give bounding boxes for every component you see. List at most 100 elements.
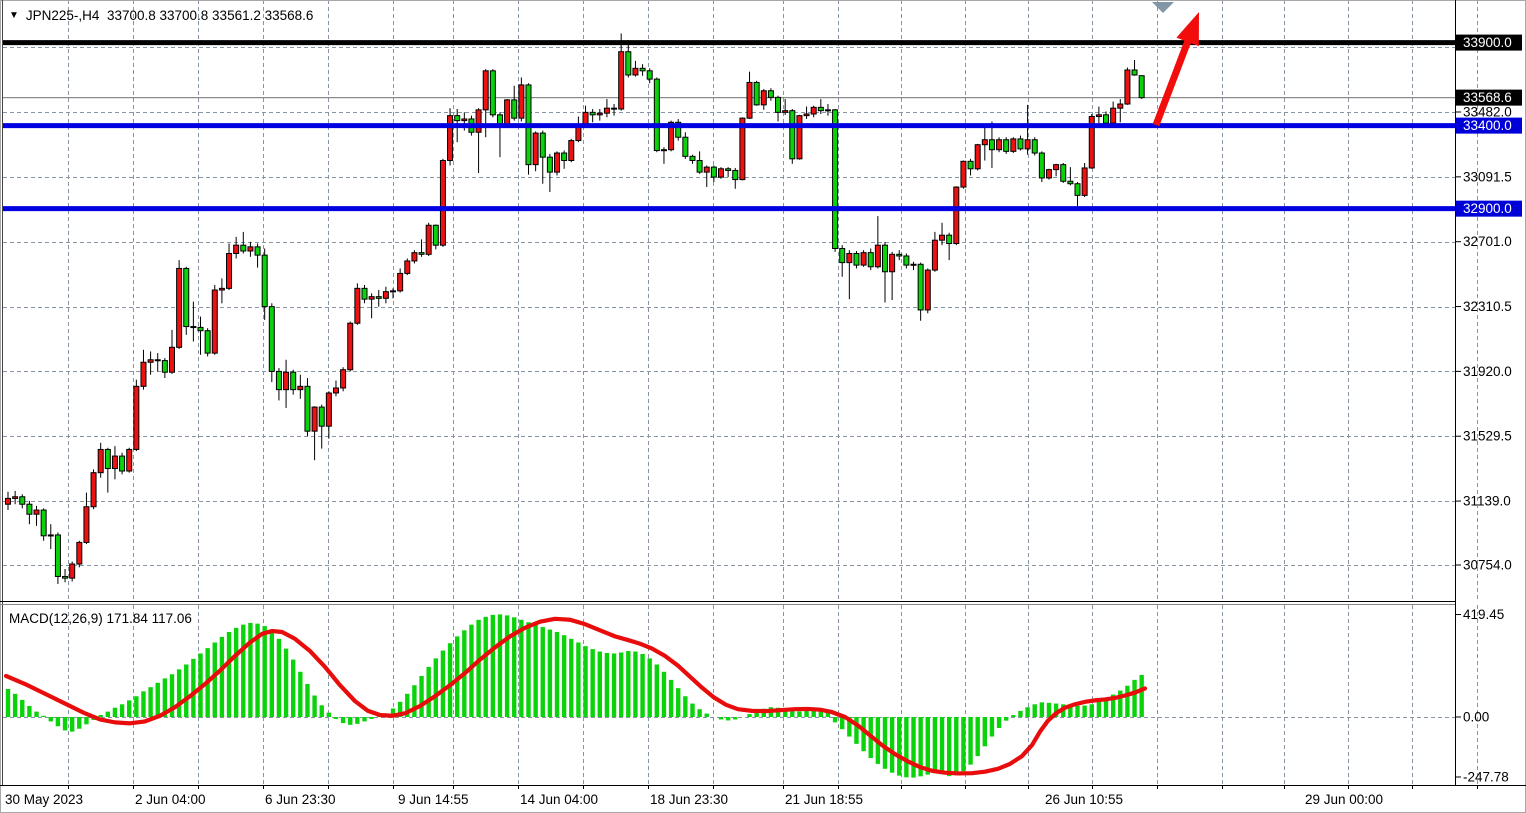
candle-bull bbox=[996, 139, 1003, 151]
candles-layer bbox=[5, 33, 1145, 584]
candle-bear bbox=[275, 370, 282, 391]
macd-bar bbox=[476, 619, 481, 717]
candle-bull bbox=[582, 111, 589, 126]
macd-signal-line bbox=[3, 616, 1148, 776]
macd-bar bbox=[526, 622, 531, 717]
macd-bar bbox=[618, 652, 624, 717]
macd-bar bbox=[98, 715, 103, 717]
chart-symbol-collapse-icon[interactable]: ▼ bbox=[9, 10, 19, 21]
trend-arrow-head[interactable] bbox=[1176, 12, 1199, 47]
macd-bar bbox=[369, 717, 374, 719]
candle-bull bbox=[397, 272, 404, 292]
price-label-box bbox=[1456, 34, 1522, 51]
macd-bar bbox=[889, 717, 895, 773]
macd-bar bbox=[654, 664, 660, 717]
candle-bull bbox=[532, 132, 539, 166]
macd-bar bbox=[989, 717, 995, 737]
candle-bear bbox=[589, 111, 596, 116]
macd-bar bbox=[5, 688, 11, 717]
candle-bull bbox=[176, 267, 183, 348]
macd-bar bbox=[155, 682, 160, 717]
candle-bear bbox=[775, 96, 782, 113]
trend-arrow-shaft[interactable] bbox=[1152, 35, 1194, 127]
time-label: 2 Jun 04:00 bbox=[135, 792, 206, 807]
candle-bear bbox=[817, 106, 824, 112]
candle-bear bbox=[767, 90, 774, 98]
macd-bar bbox=[676, 688, 681, 717]
candle-bear bbox=[290, 371, 297, 391]
macd-bar bbox=[1011, 715, 1016, 717]
macd-bar bbox=[661, 671, 667, 717]
price-label: 32310.5 bbox=[1463, 299, 1512, 314]
macd-bar bbox=[961, 717, 966, 772]
time-label: 26 Jun 10:55 bbox=[1045, 792, 1123, 807]
candle-bull bbox=[518, 84, 525, 119]
macd-bar bbox=[1118, 690, 1123, 717]
macd-bar bbox=[782, 708, 788, 717]
candle-bear bbox=[1131, 69, 1138, 76]
macd-bar bbox=[668, 679, 674, 717]
candle-bull bbox=[824, 109, 831, 112]
candle-bear bbox=[318, 406, 325, 427]
candle-bear bbox=[639, 67, 646, 72]
macd-bar bbox=[504, 615, 510, 717]
candle-bull bbox=[76, 541, 83, 565]
time-scale[interactable]: 30 May 2023 2 Jun 04:00 6 Jun 23:30 9 Jun 1… bbox=[5, 785, 1478, 807]
macd-bar bbox=[847, 717, 852, 737]
price-label: 33568.6 bbox=[1463, 90, 1512, 105]
macd-bar bbox=[583, 646, 588, 717]
candle-bear bbox=[753, 81, 760, 106]
macd-bar bbox=[540, 627, 545, 717]
candle-bear bbox=[1060, 164, 1067, 182]
macd-bar bbox=[697, 709, 702, 717]
candle-bear bbox=[696, 159, 703, 173]
macd-bar bbox=[69, 717, 75, 732]
macd-bar bbox=[490, 614, 496, 717]
candle-bear bbox=[304, 385, 311, 432]
macd-bar bbox=[633, 651, 638, 717]
candle-bear bbox=[710, 166, 717, 178]
candle-bear bbox=[183, 267, 190, 328]
candle-bear bbox=[988, 139, 995, 151]
macd-bar bbox=[212, 642, 217, 717]
candle-bull bbox=[33, 509, 40, 515]
candle-bear bbox=[1067, 180, 1074, 185]
macd-bar bbox=[590, 649, 595, 717]
candle-bull bbox=[5, 497, 11, 505]
candle-bull bbox=[354, 287, 361, 324]
candle-bull bbox=[860, 252, 867, 266]
candle-bull bbox=[140, 361, 147, 387]
candle-bull bbox=[718, 168, 724, 178]
macd-scale-label: 0.00 bbox=[1463, 710, 1489, 725]
macd-bar bbox=[811, 709, 816, 717]
macd-bar bbox=[683, 696, 688, 717]
candle-bull bbox=[618, 51, 625, 110]
candle-bear bbox=[789, 110, 796, 160]
macd-bar bbox=[412, 685, 417, 717]
candle-bull bbox=[889, 253, 896, 273]
macd-bar bbox=[611, 653, 617, 717]
macd-bar bbox=[333, 717, 339, 719]
macd-bar bbox=[512, 617, 517, 717]
macd-bar bbox=[1025, 707, 1030, 717]
macd-bar bbox=[12, 693, 18, 717]
candle-bear bbox=[653, 78, 660, 152]
candle-bear bbox=[489, 70, 496, 116]
candle-bear bbox=[967, 160, 974, 170]
macd-bar bbox=[148, 687, 153, 717]
grid bbox=[3, 0, 1478, 785]
macd-bar bbox=[312, 695, 317, 717]
candle-bear bbox=[261, 254, 268, 308]
candle-bull bbox=[340, 369, 347, 389]
candle-bear bbox=[1074, 183, 1081, 196]
candle-bull bbox=[439, 159, 446, 246]
time-label: 29 Jun 00:00 bbox=[1305, 792, 1383, 807]
candle-bear bbox=[161, 360, 168, 373]
candle-bull bbox=[390, 290, 397, 293]
candle-bear bbox=[104, 448, 111, 470]
time-label: 18 Jun 23:30 bbox=[650, 792, 728, 807]
